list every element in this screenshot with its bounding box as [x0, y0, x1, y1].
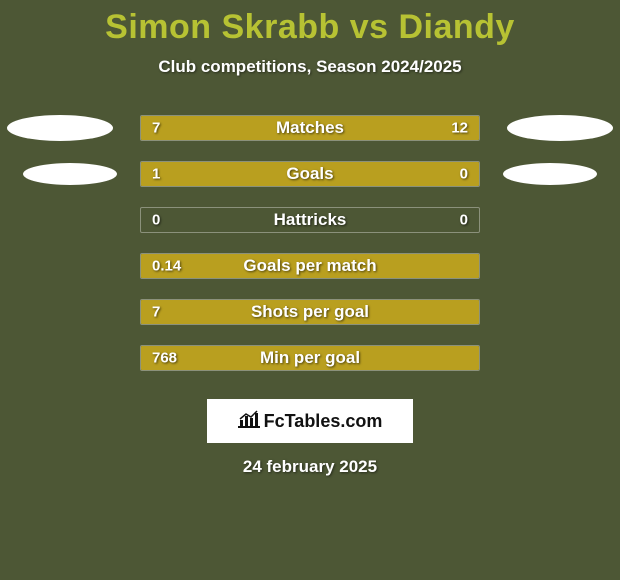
- stat-bar-track: Min per goal: [140, 345, 480, 371]
- stat-row: Goals per match 0.14: [0, 243, 620, 289]
- stat-bar-left: [141, 162, 401, 186]
- player-ellipse-right: [507, 115, 613, 141]
- stat-value-right: 0: [460, 166, 468, 183]
- stat-value-right: 12: [451, 120, 468, 137]
- logo: FcTables.com: [238, 410, 383, 433]
- stat-row: Min per goal 768: [0, 335, 620, 381]
- player-ellipse-right: [503, 163, 597, 185]
- comparison-chart: Matches 7 12 Goals 1 0 Hattricks 0 0 Goals per ma…: [0, 105, 620, 381]
- stat-value-left: 7: [152, 120, 160, 137]
- stat-label: Goals per match: [243, 256, 376, 276]
- stat-bar-track: Matches: [140, 115, 480, 141]
- stat-row: Hattricks 0 0: [0, 197, 620, 243]
- stat-row: Goals 1 0: [0, 151, 620, 197]
- stat-value-right: 0: [460, 212, 468, 229]
- stat-value-left: 768: [152, 350, 177, 367]
- stat-value-left: 0: [152, 212, 160, 229]
- page-title: Simon Skrabb vs Diandy: [0, 0, 620, 47]
- stat-bar-track: Shots per goal: [140, 299, 480, 325]
- logo-box: FcTables.com: [207, 399, 413, 443]
- stat-value-left: 0.14: [152, 258, 181, 275]
- stat-bar-track: Goals: [140, 161, 480, 187]
- logo-text: FcTables.com: [264, 411, 383, 432]
- stat-bar-track: Goals per match: [140, 253, 480, 279]
- stat-value-left: 7: [152, 304, 160, 321]
- stat-row: Shots per goal 7: [0, 289, 620, 335]
- page-subtitle: Club competitions, Season 2024/2025: [0, 57, 620, 77]
- stat-label: Goals: [286, 164, 333, 184]
- stat-label: Shots per goal: [251, 302, 369, 322]
- stat-label: Hattricks: [274, 210, 347, 230]
- stat-row: Matches 7 12: [0, 105, 620, 151]
- stat-value-left: 1: [152, 166, 160, 183]
- stat-label: Matches: [276, 118, 344, 138]
- chart-icon: [238, 410, 260, 433]
- player-ellipse-left: [23, 163, 117, 185]
- player-ellipse-left: [7, 115, 113, 141]
- date-label: 24 february 2025: [0, 457, 620, 477]
- stat-bar-track: Hattricks: [140, 207, 480, 233]
- stat-label: Min per goal: [260, 348, 360, 368]
